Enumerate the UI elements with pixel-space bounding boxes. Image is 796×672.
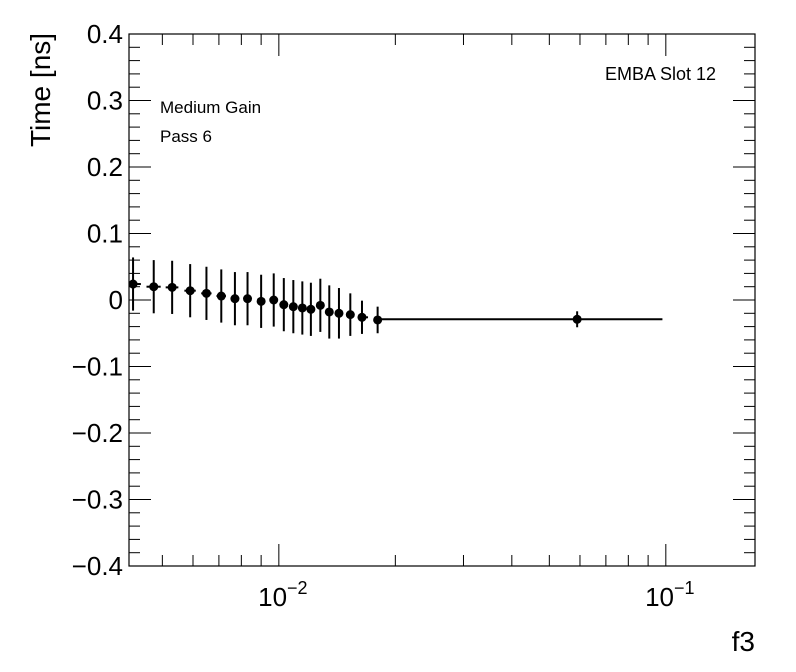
y-tick-label: 0.4 xyxy=(87,19,123,49)
data-point-marker xyxy=(128,279,138,289)
data-point-marker xyxy=(256,296,266,306)
data-point-marker xyxy=(324,307,334,317)
data-point-marker xyxy=(572,314,582,324)
data-point-marker xyxy=(201,288,211,298)
y-tick-label: −0.2 xyxy=(72,418,123,448)
data-points xyxy=(128,257,663,339)
y-tick-label: 0.3 xyxy=(87,86,123,116)
data-point-marker xyxy=(288,302,298,312)
data-point-marker xyxy=(230,294,240,304)
x-tick-label: 10−2 xyxy=(258,578,307,612)
data-point-marker xyxy=(279,300,289,310)
x-ticks: 10−2 10−1 xyxy=(161,34,695,612)
annotation-medium-gain: Medium Gain xyxy=(160,98,261,117)
x-tick-label: 10−1 xyxy=(645,578,694,612)
x-tick-label-exponent: −2 xyxy=(287,578,308,598)
data-point-marker xyxy=(334,308,344,318)
x-tick-label-base: 10 xyxy=(645,582,674,612)
data-point-marker xyxy=(185,286,195,296)
y-tick-label: −0.3 xyxy=(72,485,123,515)
y-axis-title: Time [ns] xyxy=(25,33,56,147)
data-point-marker xyxy=(315,300,325,310)
data-point-marker xyxy=(243,294,253,304)
x-axis-title: f3 xyxy=(732,626,755,657)
data-point-marker xyxy=(306,304,316,314)
data-point-marker xyxy=(357,312,367,322)
data-point-marker xyxy=(297,303,307,313)
data-point-marker xyxy=(345,310,355,320)
y-tick-label: 0.1 xyxy=(87,219,123,249)
data-point-marker xyxy=(269,295,279,305)
annotation-emba-slot: EMBA Slot 12 xyxy=(605,64,716,84)
x-tick-label-base: 10 xyxy=(258,582,287,612)
data-point-marker xyxy=(149,282,159,292)
x-tick-label-exponent: −1 xyxy=(674,578,695,598)
annotation-pass: Pass 6 xyxy=(160,127,212,146)
y-tick-label: −0.4 xyxy=(72,551,123,581)
y-tick-label: 0 xyxy=(109,285,123,315)
y-ticks: 0.4 0.3 0.2 0.1 0 −0.1 −0.2 −0.3 −0.4 xyxy=(72,19,755,581)
data-point-marker xyxy=(167,282,177,292)
data-point-marker xyxy=(373,315,383,325)
y-tick-label: 0.2 xyxy=(87,152,123,182)
y-tick-label: −0.1 xyxy=(72,352,123,382)
data-point-marker xyxy=(216,291,226,301)
